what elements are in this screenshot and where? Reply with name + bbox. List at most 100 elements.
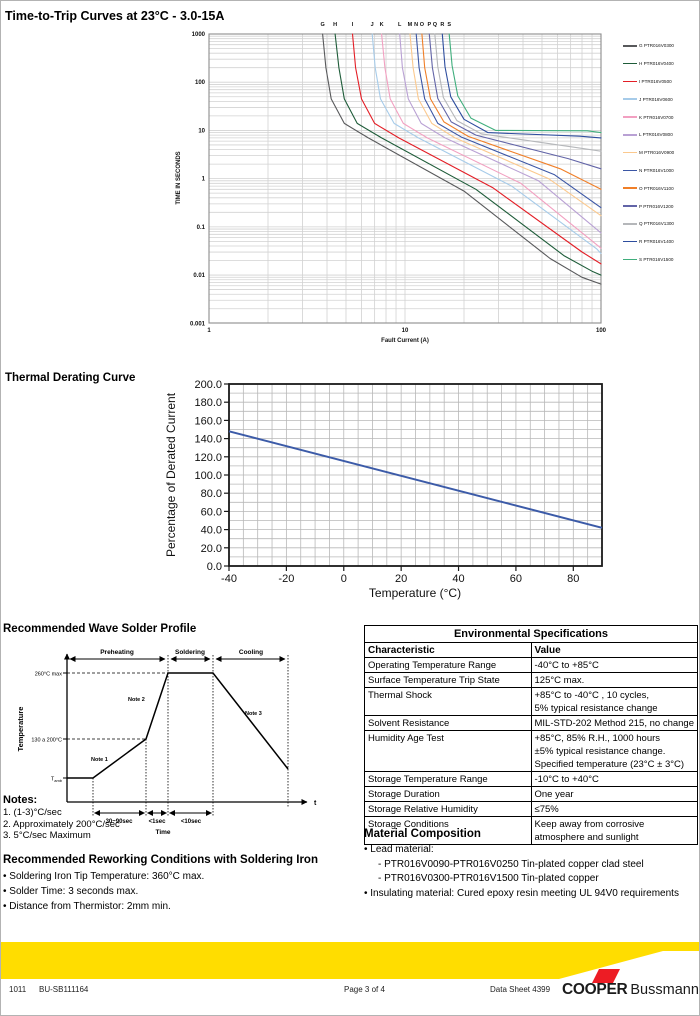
footer-datasheet-number: Data Sheet 4399: [490, 985, 551, 994]
cooper-bussmann-logo: COOPER Bussmann: [562, 981, 699, 999]
list-item: 1. (1-3)°C/sec: [3, 807, 62, 818]
legend-item-G: G PTR016V0300: [623, 37, 699, 55]
svg-text:O: O: [420, 22, 425, 28]
list-item: • Solder Time: 3 seconds max.: [3, 886, 139, 897]
thermal-derating-chart: -40 -20 0 20 40 60 80 200.0 180.0 160.0 140.0 120.0…: [164, 379, 603, 600]
table-cell: MIL-STD-202 Method 215, no change: [530, 715, 698, 731]
legend-label: N PTR016V1000: [639, 167, 674, 173]
svg-text:1: 1: [202, 177, 206, 183]
legend-swatch: [623, 187, 637, 190]
temp-ambient-label: Tamb: [51, 777, 63, 784]
table-cell: -40°C to +85°C: [530, 657, 698, 673]
svg-text:M: M: [408, 22, 413, 28]
trip-curve-N: [415, 33, 602, 209]
svg-text:I: I: [352, 22, 354, 28]
svg-text:K: K: [380, 22, 384, 28]
svg-text:-20: -20: [278, 573, 294, 585]
svg-text:10: 10: [198, 128, 205, 134]
svg-text:0.0: 0.0: [207, 561, 222, 573]
solder-profile-title: Recommended Wave Solder Profile: [3, 623, 197, 635]
svg-text:H: H: [333, 22, 337, 28]
wave-solder-profile-diagram: t Temperature 260°C max 130 a 200°C Tamb…: [16, 649, 317, 836]
svg-text:L: L: [398, 22, 402, 28]
legend-swatch: [623, 80, 637, 83]
material-composition-section: Material Composition • Lead material: - P…: [364, 828, 699, 901]
reworking-heading: Recommended Reworking Conditions with So…: [3, 854, 318, 866]
yellow-band: [1, 942, 699, 979]
svg-text:1000: 1000: [192, 32, 206, 38]
table-row: Operating Temperature Range -40°C to +85°…: [364, 657, 698, 673]
trip-chart-legend: G PTR016V0300 H PTR016V0400 I PTR016V0500 J…: [623, 37, 699, 268]
legend-swatch: [623, 62, 637, 65]
svg-text:40: 40: [452, 573, 464, 585]
env-table-header-row: Characteristic Value: [364, 642, 698, 658]
legend-label: J PTR016V0600: [639, 96, 673, 102]
table-cell: Thermal Shock: [364, 687, 532, 716]
trip-curve-I: [351, 33, 602, 265]
legend-label: I PTR016V0500: [639, 78, 672, 84]
brand-red-flag: [592, 969, 620, 983]
column-header: Characteristic: [364, 642, 532, 658]
svg-text:-40: -40: [221, 573, 237, 585]
legend-item-O: O PTR016V1100: [623, 179, 699, 197]
svg-text:100: 100: [195, 80, 206, 86]
svg-text:60: 60: [510, 573, 522, 585]
list-item: • Lead material:: [364, 844, 434, 855]
list-item: - PTR016V0090-PTR016V0250 Tin-plated cop…: [378, 858, 644, 870]
legend-swatch: [623, 134, 637, 136]
svg-text:140.0: 140.0: [194, 434, 222, 446]
svg-text:G: G: [320, 22, 324, 28]
legend-swatch: [623, 258, 637, 261]
legend-swatch: [623, 205, 637, 207]
phase-soldering-label: Soldering: [175, 649, 205, 656]
list-item: • Distance from Thermistor: 2mm min.: [3, 901, 171, 912]
env-table-title: Environmental Specifications: [364, 625, 698, 643]
temp-mid-label: 130 a 200°C: [31, 738, 62, 744]
svg-text:Percentage of Derated Current: Percentage of Derated Current: [164, 392, 178, 557]
span-preheat-label: 30~90sec: [106, 819, 134, 825]
list-item: - PTR016V0300-PTR016V1500 Tin-plated cop…: [378, 873, 599, 884]
trip-curve-G: [322, 33, 602, 285]
table-row: Storage Duration One year: [364, 786, 698, 802]
table-cell: +85°C to -40°C , 10 cycles, 5% typical r…: [530, 687, 698, 716]
solder-temperature-profile: [67, 672, 289, 779]
legend-label: M PTR016V0900: [639, 150, 675, 156]
brand-cooper-text: COOPER: [562, 981, 628, 998]
notes-heading: Notes:: [3, 794, 38, 806]
footer-date-code: 1011: [9, 985, 27, 994]
trip-curve-P: [428, 33, 602, 170]
footer-brand-band: [1, 942, 699, 983]
svg-text:0.01: 0.01: [193, 273, 205, 279]
legend-item-R: R PTR016V1400: [623, 233, 699, 251]
svg-text:S: S: [447, 22, 451, 28]
svg-text:180.0: 180.0: [194, 397, 222, 409]
list-item: 2. Approximately 200°C/sec: [3, 818, 120, 830]
svg-text:0.001: 0.001: [190, 321, 206, 327]
svg-text:N: N: [414, 22, 418, 28]
derating-chart-title: Thermal Derating Curve: [5, 372, 136, 384]
list-item: • Soldering Iron Tip Temperature: 360°C …: [3, 871, 205, 882]
legend-label: R PTR016V1400: [639, 239, 674, 245]
svg-text:J: J: [371, 22, 374, 28]
svg-text:Fault Current (A): Fault Current (A): [381, 338, 429, 344]
svg-text:100: 100: [596, 328, 607, 334]
table-cell: +85°C, 85% R.H., 1000 hours ±5% typical …: [530, 730, 698, 772]
legend-swatch: [623, 223, 637, 225]
legend-label: O PTR016V1100: [639, 185, 674, 191]
trip-curve-H: [334, 33, 602, 276]
legend-label: H PTR016V0400: [639, 61, 674, 67]
trip-curve-S: [448, 33, 602, 134]
svg-text:TIME IN SECONDS: TIME IN SECONDS: [176, 151, 182, 204]
table-cell: Storage Duration: [364, 786, 532, 802]
svg-text:80.0: 80.0: [201, 488, 222, 500]
svg-text:0.1: 0.1: [197, 225, 206, 231]
svg-text:10: 10: [402, 328, 409, 334]
time-label: Time: [155, 829, 170, 836]
trip-curve-J: [371, 33, 602, 255]
table-cell: Storage Relative Humidity: [364, 801, 532, 817]
trip-curve-Q: [434, 33, 602, 152]
legend-label: G PTR016V0300: [639, 43, 674, 49]
legend-swatch: [623, 240, 637, 243]
